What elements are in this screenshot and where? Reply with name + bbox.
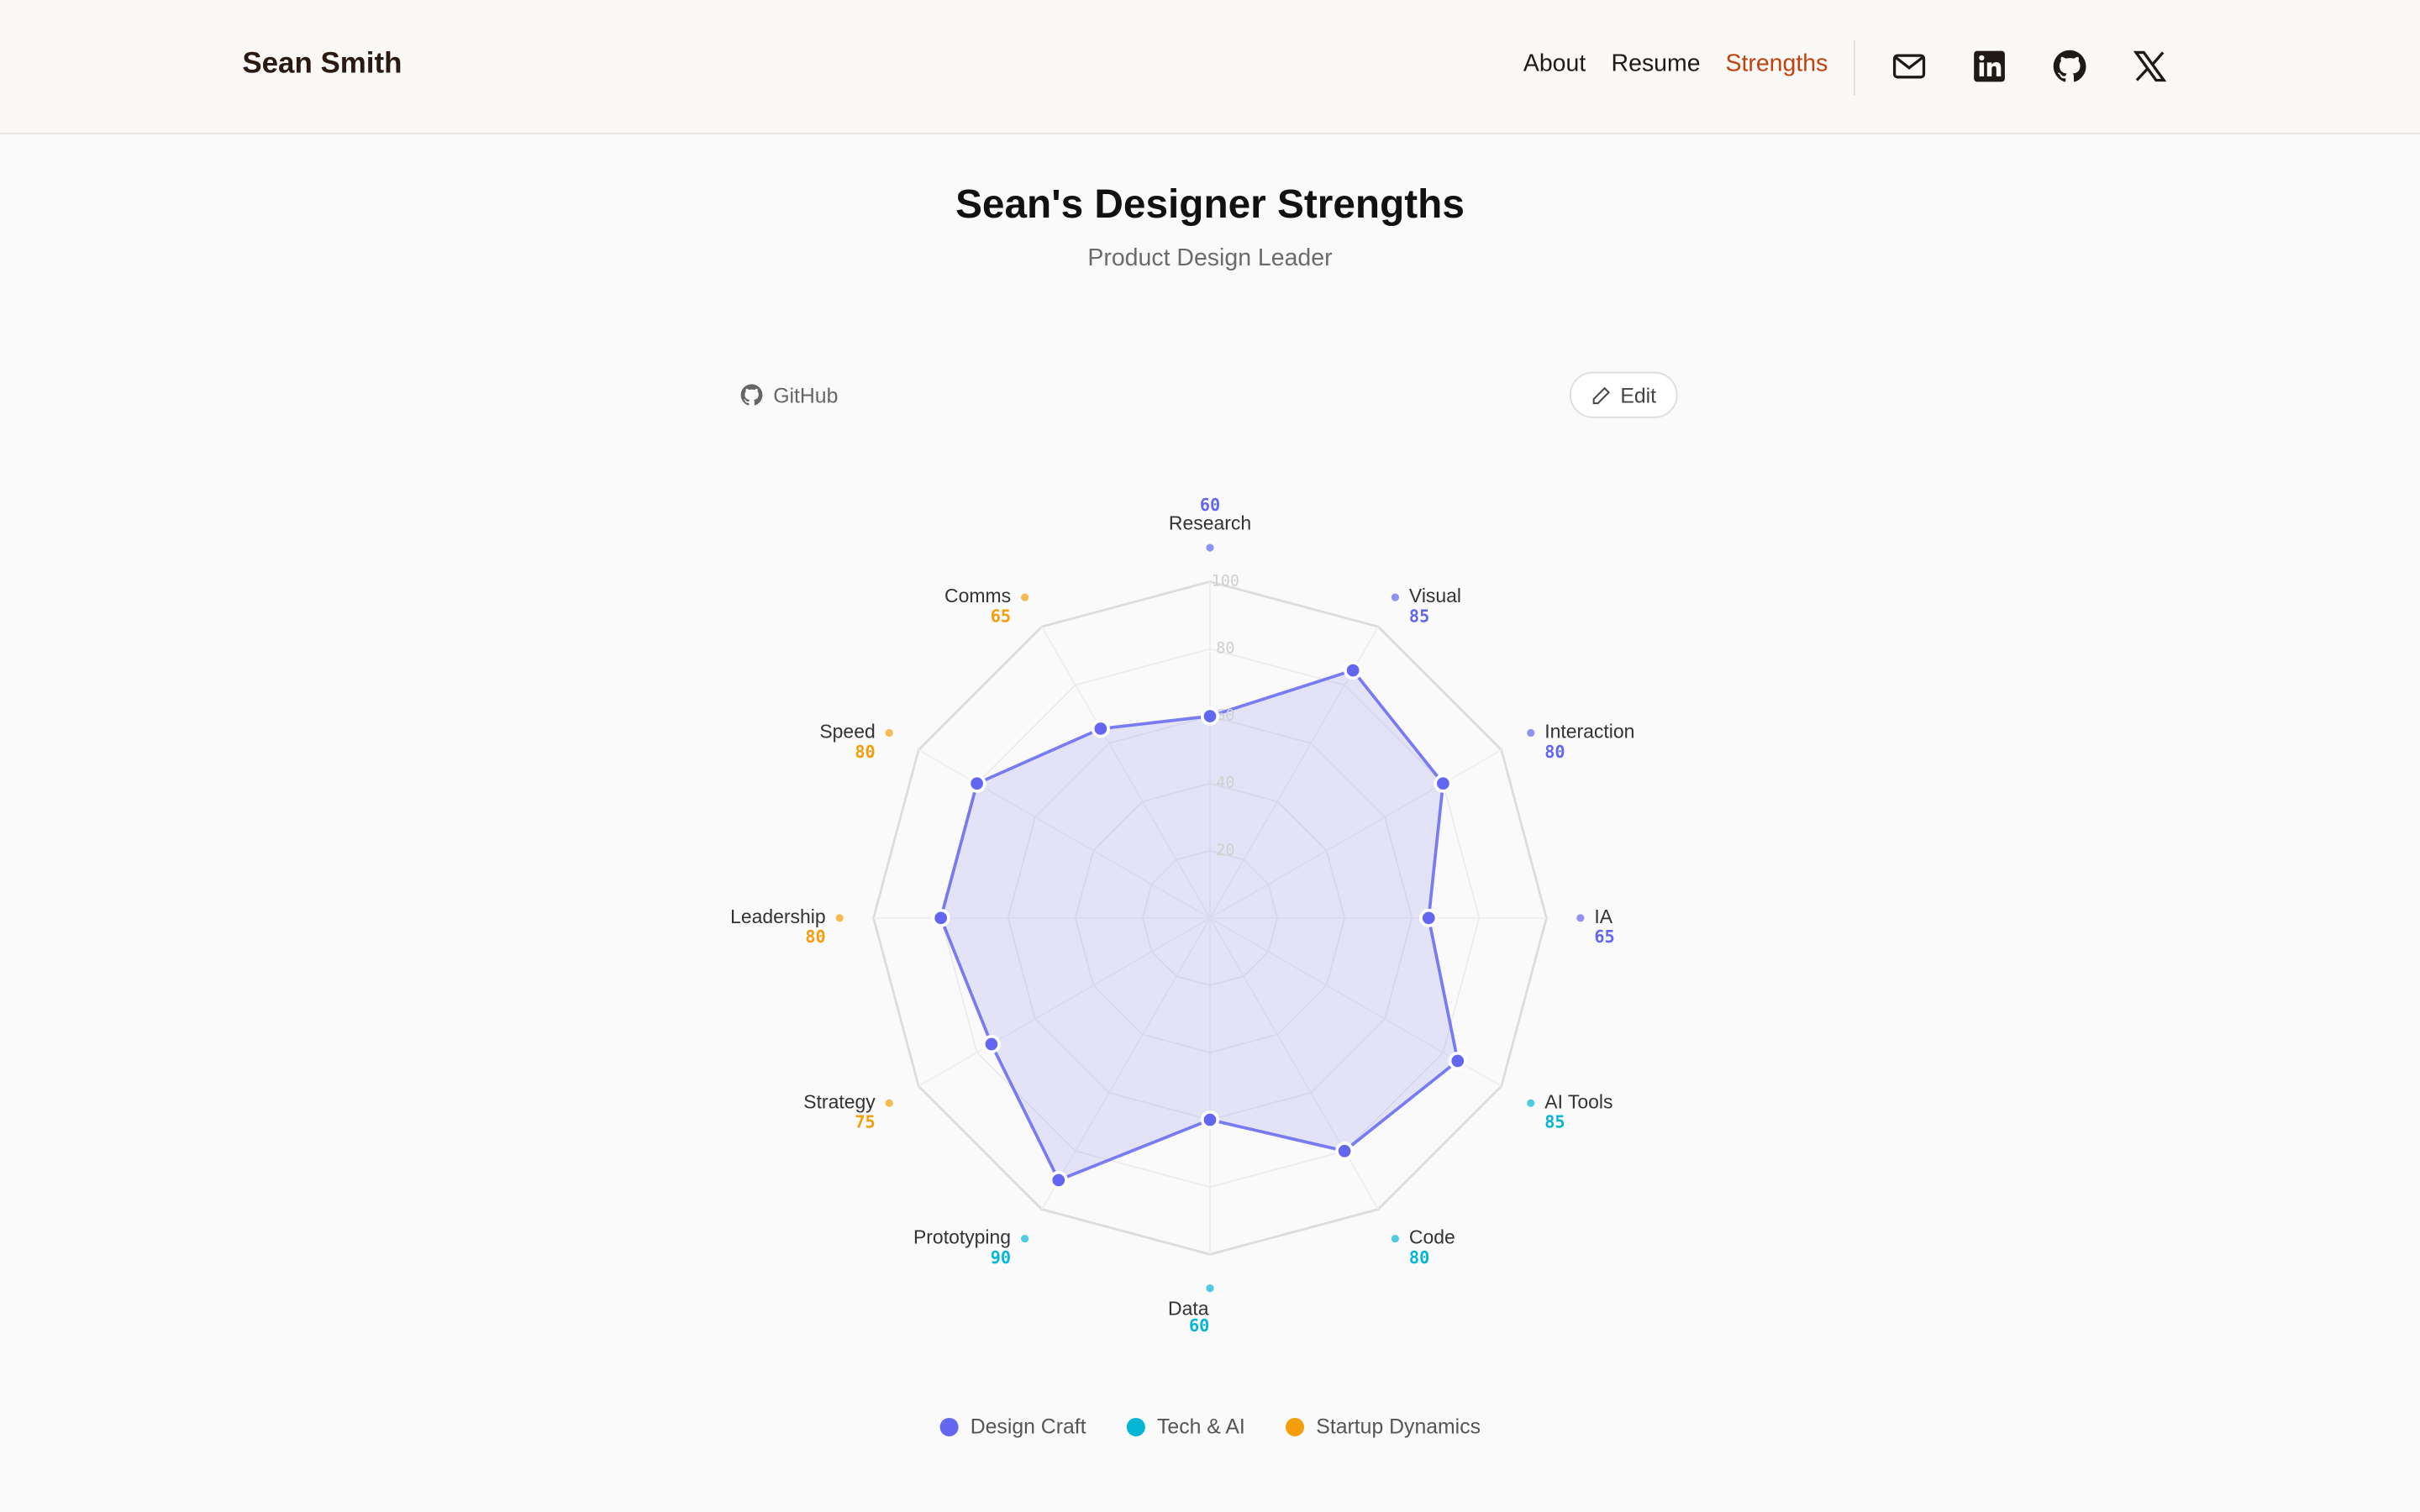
data-point (1200, 1110, 1220, 1130)
label-dot (1527, 1099, 1535, 1107)
page-title: Sean's Designer Strengths (955, 180, 1465, 228)
value-label: 65 (1594, 927, 1614, 947)
value-label: 60 (1189, 1315, 1209, 1336)
legend-swatch (1285, 1417, 1304, 1436)
github-icon[interactable] (2051, 48, 2088, 85)
value-label: 85 (1544, 1112, 1565, 1132)
axis-label: Comms (944, 585, 1011, 606)
value-label: 80 (1409, 1247, 1429, 1268)
spoke (1209, 748, 1502, 919)
nav-link[interactable]: About (1523, 50, 1586, 77)
spoke (918, 917, 1211, 1087)
axis-label: AI Tools (1544, 1090, 1612, 1112)
label-dot (1206, 543, 1214, 552)
value-label: 80 (855, 742, 875, 762)
spoke (1209, 917, 1379, 1210)
data-point (1419, 908, 1439, 927)
axis-label: Data (1168, 1297, 1209, 1319)
legend-swatch (1126, 1417, 1145, 1436)
edit-button[interactable]: Edit (1569, 371, 1678, 418)
legend-item: Tech & AI (1126, 1415, 1245, 1438)
page-subtitle: Product Design Leader (1087, 245, 1333, 272)
data-point (1049, 1170, 1068, 1189)
label-dot (1021, 593, 1029, 601)
data-point (931, 908, 950, 927)
legend-swatch (939, 1417, 959, 1436)
value-label: 90 (991, 1247, 1011, 1268)
label-dot (885, 1099, 893, 1107)
data-point (967, 774, 986, 793)
axis-label: Research (1169, 512, 1251, 534)
data-point (1344, 661, 1363, 680)
legend: Design Craft Tech & AI Startup Dynamics (0, 1415, 2420, 1438)
data-point (1434, 774, 1453, 793)
axis-label: Speed (819, 721, 875, 743)
axis-label: Code (1409, 1226, 1455, 1248)
label-dot (885, 728, 893, 738)
r-tick-label: 20 (1216, 842, 1234, 859)
x-icon[interactable] (2132, 48, 2169, 85)
value-label: 60 (1200, 495, 1220, 515)
r-tick-label: 80 (1216, 640, 1234, 658)
github-small-icon (740, 384, 763, 406)
axis-label: IA (1594, 906, 1612, 927)
data-point (1335, 1142, 1355, 1161)
label-dot (1576, 914, 1585, 922)
axis-label: Interaction (1544, 721, 1634, 743)
data-point (1200, 706, 1220, 726)
legend-label: Tech & AI (1157, 1415, 1245, 1438)
radar-area (939, 668, 1460, 1183)
value-label: 80 (1544, 742, 1565, 762)
data-point (1448, 1052, 1467, 1071)
data-point (1091, 719, 1110, 738)
github-label: GitHub (773, 383, 839, 407)
value-label: 80 (805, 927, 825, 947)
legend-item: Design Craft (939, 1415, 1086, 1438)
legend-label: Design Craft (970, 1415, 1086, 1438)
divider (1853, 39, 1855, 96)
label-dot (835, 914, 844, 922)
axis-label: Leadership (730, 906, 826, 927)
nav-link[interactable]: Resume (1611, 50, 1701, 77)
github-link[interactable]: GitHub (739, 383, 839, 407)
label-dot (1527, 728, 1535, 738)
label-dot (1021, 1235, 1029, 1243)
spoke (918, 748, 1211, 919)
radar-chart: 20406080100Research60Visual85Interaction… (730, 495, 1634, 1336)
spoke (1041, 917, 1211, 1210)
r-tick-label: 60 (1216, 707, 1234, 725)
label-dot (1391, 593, 1400, 601)
pencil-icon (1592, 386, 1610, 404)
edit-label: Edit (1620, 383, 1657, 407)
label-dot (1391, 1235, 1400, 1243)
linkedin-icon[interactable] (1971, 48, 2008, 85)
header: Sean Smith About Resume Strengths (0, 0, 2420, 134)
r-tick-label: 100 (1212, 572, 1239, 590)
legend-item: Startup Dynamics (1285, 1415, 1481, 1438)
label-dot (1206, 1284, 1214, 1293)
value-label: 75 (855, 1112, 875, 1132)
nav-link-active[interactable]: Strengths (1725, 50, 1828, 77)
data-point (981, 1034, 1001, 1054)
axis-label: Prototyping (913, 1226, 1011, 1248)
site-name[interactable]: Sean Smith (242, 47, 402, 81)
axis-label: Strategy (803, 1090, 876, 1112)
value-label: 85 (1409, 606, 1429, 626)
mail-icon[interactable] (1891, 48, 1928, 85)
r-tick-label: 40 (1216, 774, 1234, 792)
legend-label: Startup Dynamics (1316, 1415, 1481, 1438)
axis-label: Visual (1409, 585, 1461, 606)
spoke (1041, 626, 1211, 919)
value-label: 65 (991, 606, 1011, 626)
